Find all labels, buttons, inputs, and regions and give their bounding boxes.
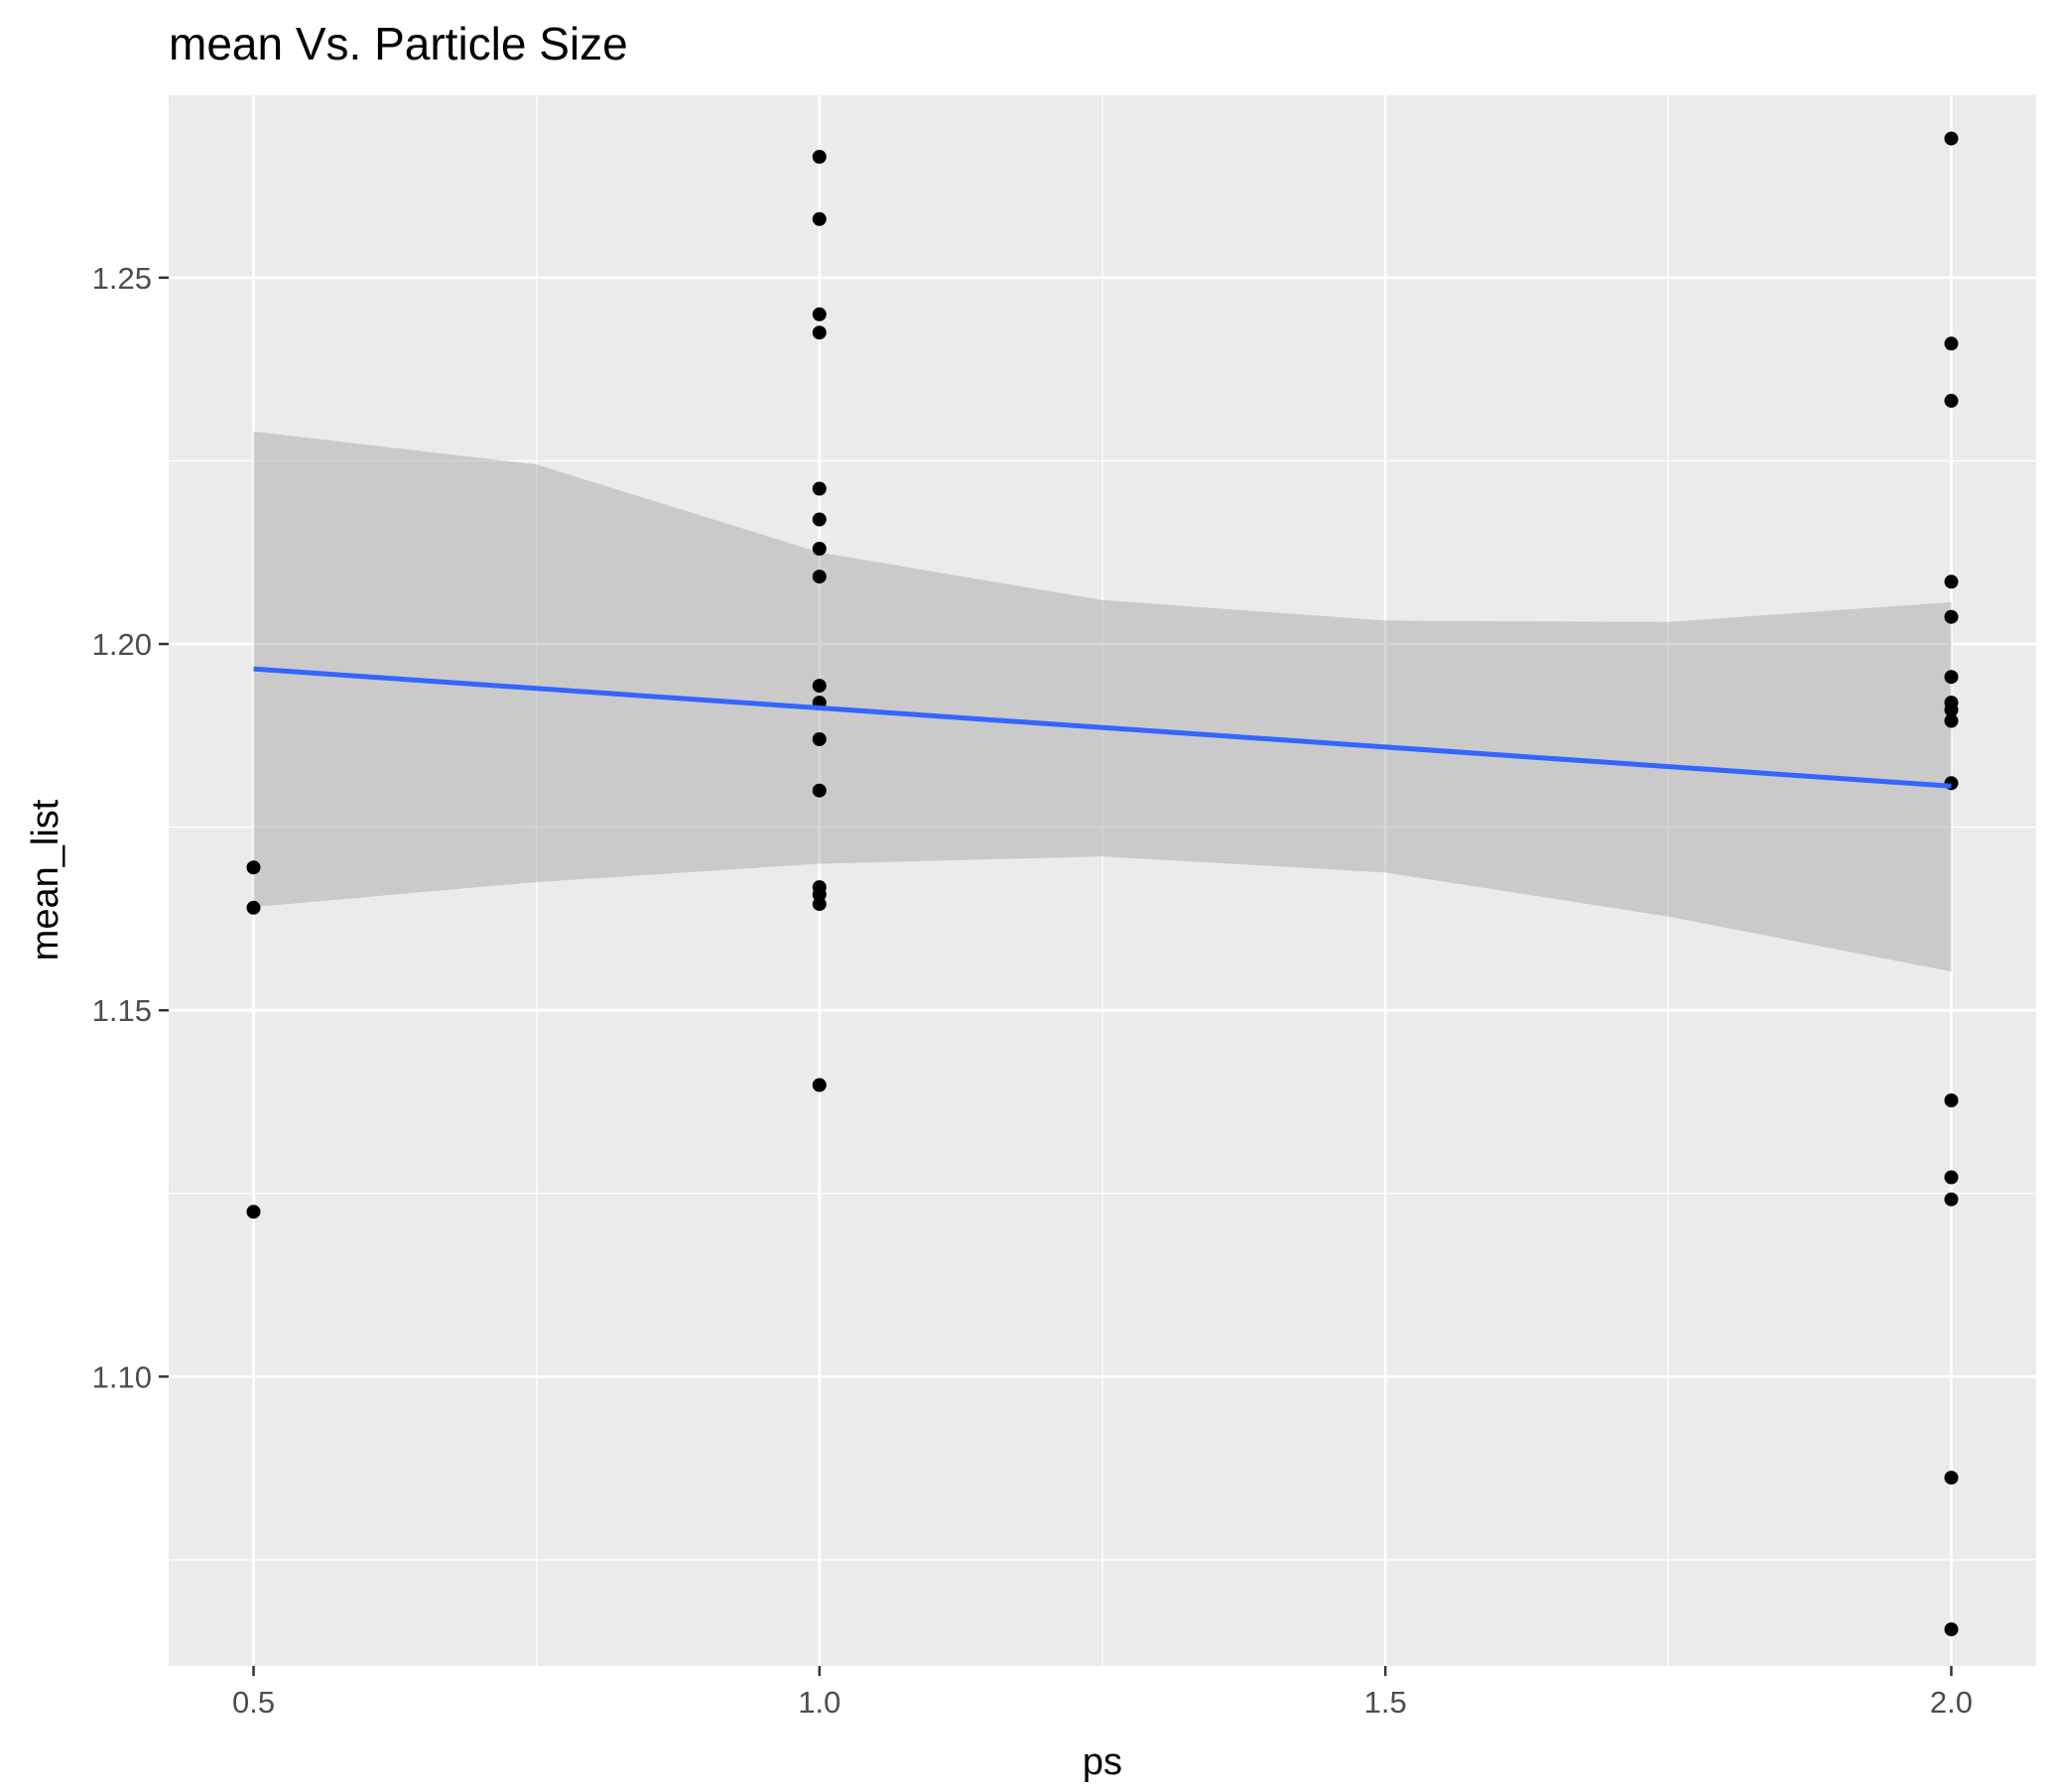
data-point [1944, 575, 1959, 589]
y-tick-label: 1.15 [92, 993, 152, 1028]
data-point [812, 887, 827, 902]
data-point [1944, 1093, 1959, 1107]
data-point [1944, 131, 1959, 146]
data-point [812, 570, 827, 584]
data-point [1944, 609, 1959, 624]
major-gridlines [169, 95, 2036, 1666]
data-point [246, 900, 261, 915]
chart-title: mean Vs. Particle Size [169, 18, 628, 69]
data-points [246, 131, 1959, 1637]
confidence-band [253, 431, 1952, 972]
x-axis-title: ps [1083, 1741, 1122, 1783]
x-tick-label: 1.5 [1364, 1685, 1407, 1720]
data-point [812, 307, 827, 321]
data-point [812, 211, 827, 226]
data-point [812, 897, 827, 912]
data-point [246, 1205, 261, 1219]
data-point [1944, 670, 1959, 685]
data-point [1944, 1622, 1959, 1637]
data-point [1944, 1192, 1959, 1207]
data-point [812, 325, 827, 340]
y-tick-label: 1.25 [92, 261, 152, 296]
data-point [1944, 1471, 1959, 1485]
data-point [812, 542, 827, 556]
x-axis-ticks: 0.5 1.0 1.5 2.0 [232, 1666, 1973, 1720]
data-point [1944, 336, 1959, 351]
y-tick-label: 1.10 [92, 1359, 152, 1394]
fit-line-layer [253, 666, 1952, 789]
data-point [812, 783, 827, 798]
data-point [812, 732, 827, 746]
data-point [1944, 713, 1959, 728]
data-point [1944, 393, 1959, 408]
x-tick-label: 1.0 [798, 1685, 840, 1720]
data-point [1944, 1170, 1959, 1185]
data-point [812, 150, 827, 164]
fit-line [253, 666, 1952, 789]
data-point [812, 512, 827, 527]
data-point [812, 481, 827, 496]
data-point [1944, 703, 1959, 717]
x-tick-label: 2.0 [1930, 1685, 1973, 1720]
data-point [812, 679, 827, 694]
x-tick-label: 0.5 [232, 1685, 275, 1720]
confidence-band-area [253, 431, 1952, 972]
y-axis-title: mean_list [25, 799, 66, 960]
data-point [246, 860, 261, 875]
data-point [812, 1078, 827, 1092]
y-axis-ticks: 1.10 1.15 1.20 1.25 [92, 261, 169, 1394]
y-tick-label: 1.20 [92, 627, 152, 662]
minor-gridlines [169, 95, 2036, 1666]
